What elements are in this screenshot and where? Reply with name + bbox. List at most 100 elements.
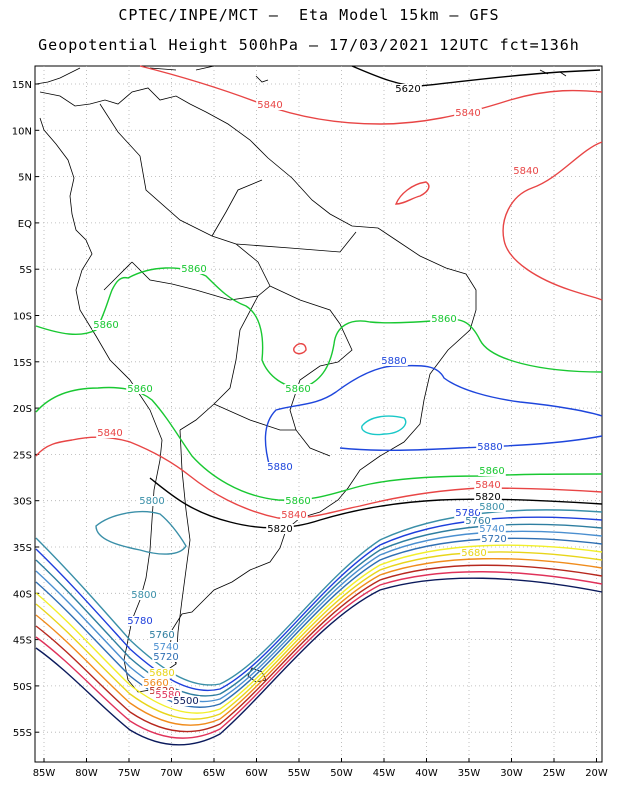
contour-label-bg <box>180 264 208 274</box>
contour-5800-loop <box>95 511 187 555</box>
contour-label: 5800 <box>131 590 156 601</box>
contour-label-bg <box>154 690 182 700</box>
contour-label: 5860 <box>285 496 310 507</box>
lat-tick-label: 15N <box>12 80 32 91</box>
contour-label-bg <box>460 548 488 558</box>
contour-label: 5660 <box>143 678 168 689</box>
contour-label-bg <box>266 524 294 534</box>
contour-label-bg <box>284 496 312 506</box>
lon-tick-label: 50W <box>330 768 353 779</box>
contour-label: 5740 <box>153 642 178 653</box>
contour-label: 5780 <box>455 508 480 519</box>
contour-label-bg <box>474 492 502 502</box>
contour-label-bg <box>478 502 506 512</box>
contour-label: 5760 <box>465 516 490 527</box>
axis-ticks: 15N 10N 5N EQ 5S 10S 15S 20S 25S 30S 35S 40S 45S 50S 5… <box>12 80 608 779</box>
lat-tick-label: 10S <box>13 312 32 323</box>
lon-tick-label: 85W <box>33 768 56 779</box>
contour-label-bg <box>478 466 506 476</box>
lon-tick-label: 25W <box>543 768 566 779</box>
contour-label-bg <box>130 590 158 600</box>
country-borders <box>99 103 357 665</box>
contour-label-bg <box>474 480 502 490</box>
contour-label: 5860 <box>285 384 310 395</box>
lon-tick-label: 75W <box>118 768 141 779</box>
contour-label: 5760 <box>149 630 174 641</box>
contour-label: 5860 <box>93 320 118 331</box>
contour-label: 5880 <box>381 356 406 367</box>
caribbean-islands <box>149 65 567 83</box>
contour-label-bg <box>480 534 508 544</box>
contour-label-bg <box>454 508 482 518</box>
central-america-coastline <box>35 67 81 85</box>
lat-tick-label: 35S <box>13 543 32 554</box>
lon-tick-label: 45W <box>373 768 396 779</box>
contour-label: 5780 <box>127 616 152 627</box>
contour-label: 5620 <box>395 84 420 95</box>
contour-label: 5840 <box>513 166 538 177</box>
lat-tick-label: 50S <box>13 682 32 693</box>
contour-label-bg <box>126 616 154 626</box>
contour-label-bg <box>380 356 408 366</box>
lon-tick-label: 55W <box>288 768 311 779</box>
lat-tick-label: EQ <box>18 219 32 230</box>
lat-tick-label: 5N <box>18 173 32 184</box>
contour-label: 5740 <box>479 524 504 535</box>
lon-tick-label: 40W <box>415 768 438 779</box>
lat-tick-label: 25S <box>13 450 32 461</box>
contour-pack-line <box>35 571 603 739</box>
contour-label-bg <box>454 108 482 118</box>
contour-pack-line <box>35 516 603 691</box>
contour-label-bg <box>138 496 166 506</box>
lon-tick-label: 65W <box>203 768 226 779</box>
contour-label-bg <box>394 84 422 94</box>
lon-tick-label: 30W <box>500 768 523 779</box>
contour-label-bg <box>92 320 120 330</box>
contour-label: 5680 <box>149 668 174 679</box>
contour-label-bg <box>476 442 504 452</box>
contour-label-bg <box>172 696 200 706</box>
south-america-coastline <box>39 87 477 693</box>
contour-label-bg <box>280 510 308 520</box>
lat-tick-label: 5S <box>19 265 32 276</box>
lon-tick-label: 70W <box>160 768 183 779</box>
contour-label: 5860 <box>479 466 504 477</box>
contour-pack-line <box>35 523 603 697</box>
contour-5900 <box>361 415 407 436</box>
contour-label: 5720 <box>153 652 178 663</box>
contour-label: 5840 <box>455 108 480 119</box>
contour-pack-line <box>35 557 603 726</box>
contour-label-bg <box>148 668 176 678</box>
contour-label: 5820 <box>475 492 500 503</box>
contour-5880-east-tail <box>339 435 603 451</box>
contour-label-bg <box>284 384 312 394</box>
contour-label-bg <box>126 384 154 394</box>
contour-label: 5880 <box>477 442 502 453</box>
map-title-line-2: Geopotential Height 500hPa – 17/03/2021 … <box>38 36 580 54</box>
contour-label: 5840 <box>97 428 122 439</box>
contour-label-bg <box>142 678 170 688</box>
contour-5840-small-loop <box>394 181 430 205</box>
lon-tick-label: 60W <box>245 768 268 779</box>
contour-label: 5840 <box>257 100 282 111</box>
contour-label: 5880 <box>267 462 292 473</box>
contour-label: 5860 <box>127 384 152 395</box>
contour-pack-line <box>35 577 603 746</box>
contour-pack-line <box>35 544 603 714</box>
contour-label: 5840 <box>475 480 500 491</box>
contour-label-bg <box>464 516 492 526</box>
contour-label: 5860 <box>431 314 456 325</box>
contour-label-bg <box>256 100 284 110</box>
contour-label: 5800 <box>479 502 504 513</box>
contour-label-bg <box>148 630 176 640</box>
contour-label: 5500 <box>173 696 198 707</box>
lon-tick-label: 20W <box>585 768 608 779</box>
contour-label-bg <box>512 166 540 176</box>
contour-label-bg <box>266 462 294 472</box>
plot-frame <box>34 65 603 763</box>
contour-5840-amazon-loop <box>293 343 307 355</box>
coastline-layer <box>35 65 567 693</box>
contour-label: 5800 <box>139 496 164 507</box>
contour-5820-north <box>351 65 601 87</box>
